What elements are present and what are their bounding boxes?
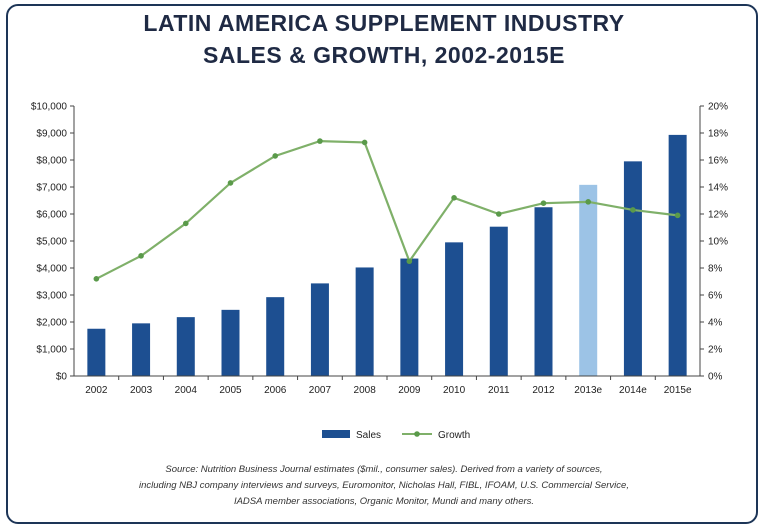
- legend-sales-label: Sales: [356, 430, 381, 441]
- y-left-tick-label: $9,000: [36, 129, 67, 140]
- y-right-tick-label: 12%: [708, 210, 728, 221]
- sales-bar: [445, 242, 464, 376]
- growth-point: [406, 258, 413, 265]
- growth-point: [630, 207, 636, 213]
- growth-point: [495, 211, 502, 217]
- y-right-tick-label: 2%: [708, 345, 723, 356]
- x-tick-label: 2013e: [574, 385, 602, 396]
- y-right-tick-label: 4%: [708, 318, 723, 329]
- growth-point: [272, 153, 279, 159]
- growth-point: [540, 200, 547, 206]
- growth-line: [95, 139, 678, 280]
- sales-bar: [266, 297, 285, 376]
- sales-bar: [221, 309, 240, 376]
- y-left-tick-label: $1,000: [36, 345, 67, 356]
- x-tick-label: 2003: [130, 385, 153, 396]
- x-tick-label: 2010: [443, 385, 466, 396]
- y-left-tick-label: $0: [56, 372, 68, 383]
- y-left-tick-label: $6,000: [36, 210, 67, 221]
- bars-group: [87, 134, 687, 376]
- x-tick-label: 2002: [85, 385, 108, 396]
- growth-point: [93, 276, 100, 282]
- y-left-tick-label: $10,000: [31, 102, 68, 113]
- sales-bar: [668, 134, 687, 376]
- x-tick-label: 2011: [488, 385, 510, 396]
- x-tick-label: 2006: [264, 385, 287, 396]
- y-left-tick-label: $8,000: [36, 156, 67, 167]
- source-note: Source: Nutrition Business Journal estim…: [40, 462, 728, 510]
- source-line-2: including NBJ company interviews and sur…: [139, 480, 629, 491]
- y-right-tick-label: 16%: [708, 156, 728, 167]
- x-tick-label: 2007: [309, 385, 332, 396]
- chart-title-line1: LATIN AMERICA SUPPLEMENT INDUSTRY: [143, 10, 625, 36]
- y-right-tick-label: 14%: [708, 183, 728, 194]
- y-left-tick-label: $7,000: [36, 183, 67, 194]
- sales-bar: [132, 323, 151, 376]
- sales-bar: [579, 184, 598, 376]
- y-right-tick-label: 6%: [708, 291, 723, 302]
- legend: Sales Growth: [322, 430, 470, 441]
- y-right-tick-label: 18%: [708, 129, 728, 140]
- growth-point: [361, 139, 368, 146]
- y-right-tick-label: 10%: [708, 237, 728, 248]
- legend-sales-swatch: [322, 430, 350, 438]
- sales-bar: [534, 207, 553, 376]
- growth-point: [317, 138, 323, 144]
- sales-bar: [310, 283, 329, 376]
- x-tick-label: 2008: [354, 385, 377, 396]
- y-right-tick-label: 20%: [708, 102, 728, 113]
- x-tick-label: 2004: [175, 385, 198, 396]
- sales-bar: [489, 226, 508, 376]
- y-right-tick-label: 0%: [708, 372, 723, 383]
- sales-bar: [355, 267, 374, 376]
- sales-bar: [87, 328, 106, 376]
- sales-bar: [623, 161, 642, 376]
- x-tick-label: 2012: [532, 385, 555, 396]
- legend-growth-marker: [414, 431, 420, 437]
- y-left-tick-label: $5,000: [36, 237, 67, 248]
- growth-line-group: [93, 138, 681, 282]
- source-line-1: Source: Nutrition Business Journal estim…: [165, 464, 603, 475]
- x-tick-label: 2009: [398, 385, 421, 396]
- growth-point: [227, 180, 234, 186]
- y-right-tick-label: 8%: [708, 264, 723, 275]
- growth-point: [674, 212, 681, 219]
- growth-point: [182, 220, 189, 227]
- sales-bar: [176, 317, 195, 376]
- growth-point: [138, 253, 144, 259]
- chart-title-line2: SALES & GROWTH, 2002-2015E: [203, 42, 565, 68]
- source-line-3: IADSA member associations, Organic Monit…: [233, 496, 535, 507]
- legend-growth-label: Growth: [438, 430, 470, 441]
- x-tick-label: 2005: [219, 385, 242, 396]
- y-left-tick-label: $2,000: [36, 318, 67, 329]
- y-left-tick-label: $4,000: [36, 264, 67, 275]
- y-left-tick-label: $3,000: [36, 291, 67, 302]
- x-tick-label: 2015e: [664, 385, 692, 396]
- x-tick-label: 2014e: [619, 385, 647, 396]
- axes-group: $0 $1,000 $2,000 $3,000 $4,000 $5,000 $6,000 $7…: [31, 102, 728, 397]
- sales-bar: [400, 258, 419, 376]
- growth-point: [451, 195, 457, 201]
- growth-point: [585, 199, 592, 205]
